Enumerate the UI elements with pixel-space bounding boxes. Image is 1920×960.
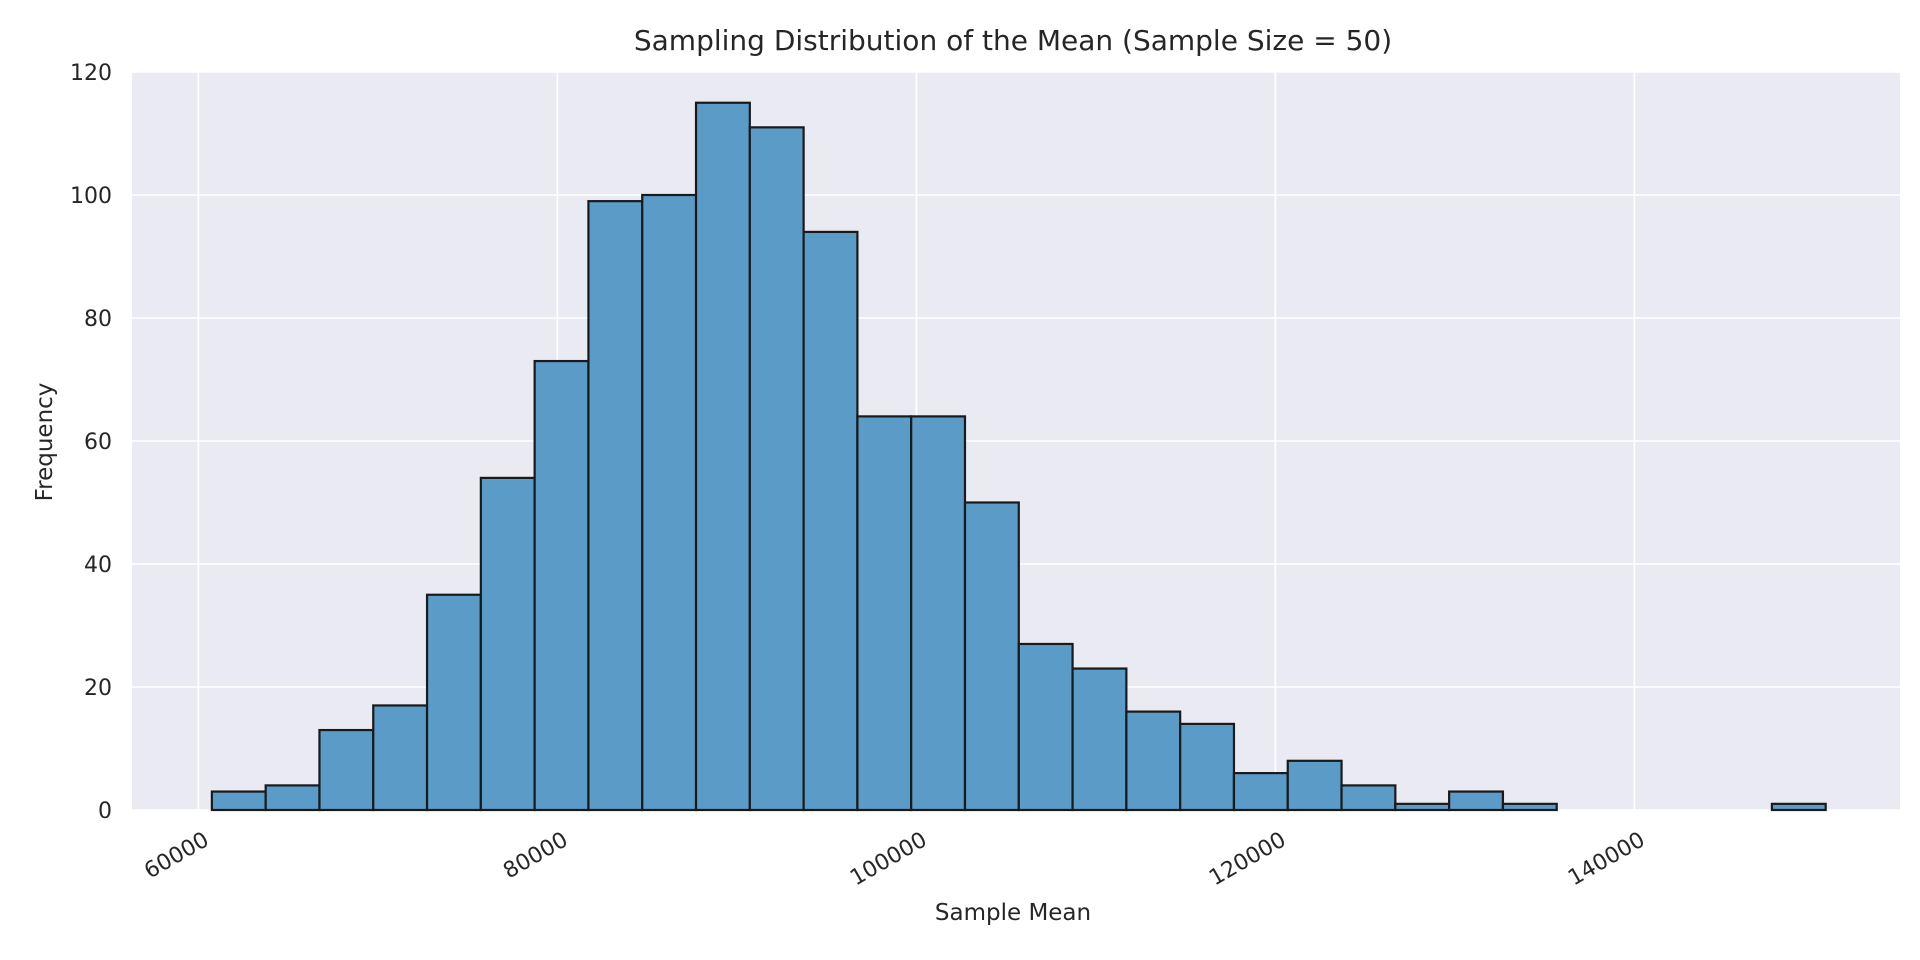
histogram-bars [210,101,1827,812]
histogram-bar [1501,802,1558,812]
x-tick-label: 60000 [140,828,213,885]
histogram-bar [802,230,859,812]
histogram-bar [1071,667,1128,812]
histogram-bar [1125,710,1182,812]
histogram-bar [910,415,967,812]
x-tick-label: 80000 [499,828,572,885]
x-axis-ticks: 60000 80000 100000 120000 140000 [140,828,1649,892]
y-axis-label: Frequency [32,383,58,502]
histogram-bar [587,200,644,812]
y-axis-ticks: 0 20 40 60 80 100 120 [70,61,112,824]
histogram-bar [210,790,267,812]
histogram-bar [1340,784,1397,812]
histogram-bar [264,784,321,812]
y-tick-label: 20 [84,676,112,701]
histogram-bar [641,193,698,812]
histogram-bar [963,501,1020,812]
histogram-bar [372,704,429,812]
histogram-bar [425,593,482,812]
x-tick-label: 100000 [846,828,931,892]
histogram-bar [1394,802,1451,812]
y-tick-label: 40 [84,553,112,578]
histogram-bar [748,126,805,812]
x-tick-label: 120000 [1205,828,1290,892]
histogram-bar [856,415,913,812]
histogram-bar [1448,790,1505,812]
histogram-bar [1232,771,1289,812]
histogram-bar [1286,759,1343,812]
histogram-bar [479,476,536,812]
histogram-bar [1017,642,1074,812]
x-tick-label: 140000 [1564,828,1649,892]
y-tick-label: 120 [70,61,112,86]
y-tick-label: 0 [98,799,112,824]
y-tick-label: 60 [84,430,112,455]
chart-title: Sampling Distribution of the Mean (Sampl… [634,24,1392,57]
histogram-bar [1770,802,1827,812]
x-axis-label: Sample Mean [935,900,1091,926]
histogram-bar [694,101,751,812]
y-tick-label: 80 [84,307,112,332]
histogram-bar [318,728,375,812]
y-tick-label: 100 [70,184,112,209]
histogram-bar [1179,722,1236,812]
histogram-bar [533,359,590,812]
